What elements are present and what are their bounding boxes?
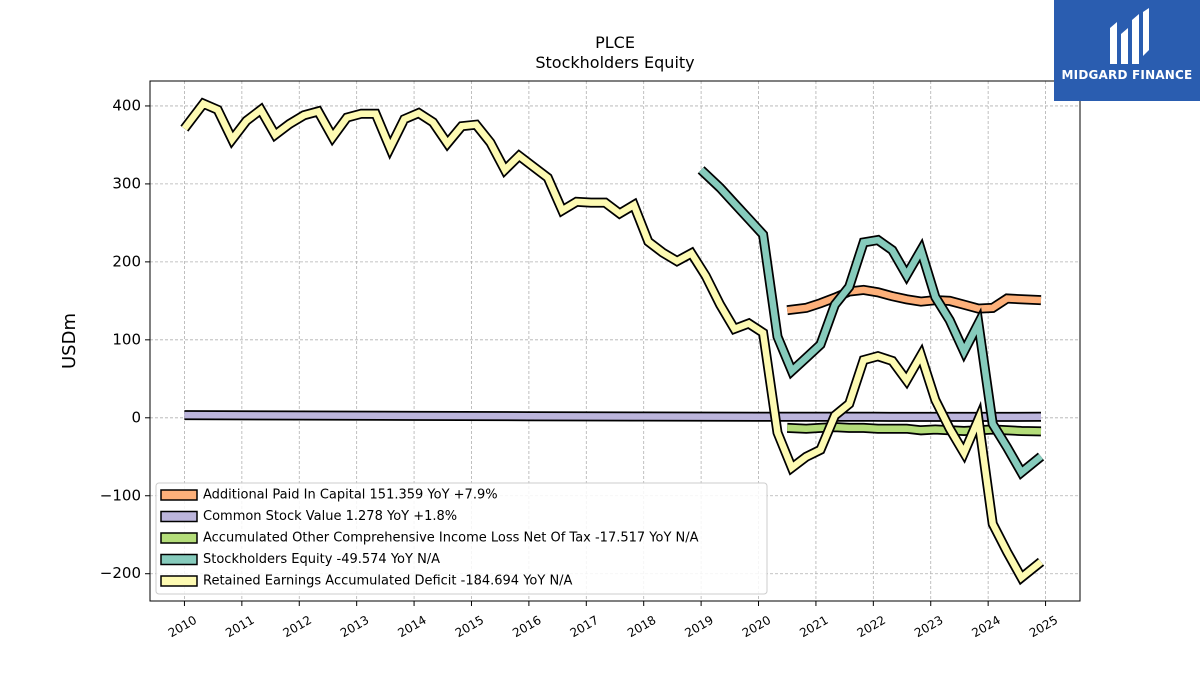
x-tick-label: 2025 <box>1027 613 1060 640</box>
series-stroke <box>181 99 1044 583</box>
legend-label: Common Stock Value 1.278 YoY +1.8% <box>203 509 457 524</box>
x-axis: 2010 2011 2012 2013 2014 2015 2016 2017 2018 2019… <box>166 601 1060 640</box>
legend-label: Additional Paid In Capital 151.359 YoY +… <box>203 488 498 503</box>
legend-item-4: Retained Earnings Accumulated Deficit -1… <box>160 574 573 589</box>
series-stroke <box>698 167 1044 478</box>
y-tick-label: 400 <box>112 96 141 114</box>
legend-item-2: Accumulated Other Comprehensive Income L… <box>160 531 699 546</box>
x-tick-label: 2014 <box>395 613 428 640</box>
x-tick-label: 2017 <box>568 613 601 640</box>
chart-title: PLCE <box>595 33 635 52</box>
x-tick-label: 2019 <box>682 613 715 640</box>
x-tick-label: 2013 <box>338 613 371 640</box>
plot-frame <box>149 80 1081 602</box>
brand-name: MIDGARD FINANCE <box>1061 68 1193 82</box>
x-tick-label: 2016 <box>510 613 543 640</box>
series-stroke <box>786 286 1042 314</box>
x-tick-label: 2018 <box>625 613 658 640</box>
x-tick-label: 2010 <box>166 613 199 640</box>
x-tick-label: 2024 <box>969 613 1002 640</box>
x-tick-label: 2022 <box>855 613 888 640</box>
y-tick-label: 0 <box>131 408 141 426</box>
series-line-0 <box>786 284 1042 316</box>
series-line-4 <box>180 97 1045 586</box>
x-tick-label: 2012 <box>281 613 314 640</box>
legend-label: Stockholders Equity -49.574 YoY N/A <box>203 552 440 567</box>
x-tick-label: 2021 <box>797 613 830 640</box>
y-tick-label: −200 <box>100 564 141 582</box>
chart-subtitle: Stockholders Equity <box>535 53 694 72</box>
y-tick-label: 100 <box>112 330 141 348</box>
x-tick-label: 2011 <box>223 613 256 640</box>
series-group <box>180 97 1045 586</box>
brand-logo: MIDGARD FINANCE <box>1054 0 1200 101</box>
legend-swatch <box>160 532 198 544</box>
series-stroke <box>184 411 1042 421</box>
legend-swatch <box>160 489 198 501</box>
y-tick-label: −100 <box>100 486 141 504</box>
x-tick-label: 2023 <box>912 613 945 640</box>
x-tick-label: 2020 <box>740 613 773 640</box>
y-axis-label: USDm <box>59 313 80 369</box>
y-tick-label: 200 <box>112 252 141 270</box>
legend-swatch <box>160 553 198 566</box>
series-line-3 <box>697 166 1045 480</box>
legend-swatch <box>160 575 198 587</box>
legend-box <box>155 482 768 595</box>
legend-label: Accumulated Other Comprehensive Income L… <box>203 531 699 546</box>
y-tick-label: 300 <box>112 174 141 192</box>
legend-item-0: Additional Paid In Capital 151.359 YoY +… <box>160 488 498 503</box>
legend-item-3: Stockholders Equity -49.574 YoY N/A <box>160 552 440 567</box>
legend: Additional Paid In Capital 151.359 YoY +… <box>155 482 768 595</box>
y-axis: −200 −100 0 100 200 300 400 <box>100 96 150 582</box>
legend-item-1: Common Stock Value 1.278 YoY +1.8% <box>160 509 457 524</box>
legend-label: Retained Earnings Accumulated Deficit -1… <box>203 574 573 589</box>
legend-swatch <box>160 510 198 523</box>
brand-mark-icon <box>1110 8 1149 64</box>
series-line-1 <box>184 410 1042 422</box>
x-tick-label: 2015 <box>453 613 486 640</box>
